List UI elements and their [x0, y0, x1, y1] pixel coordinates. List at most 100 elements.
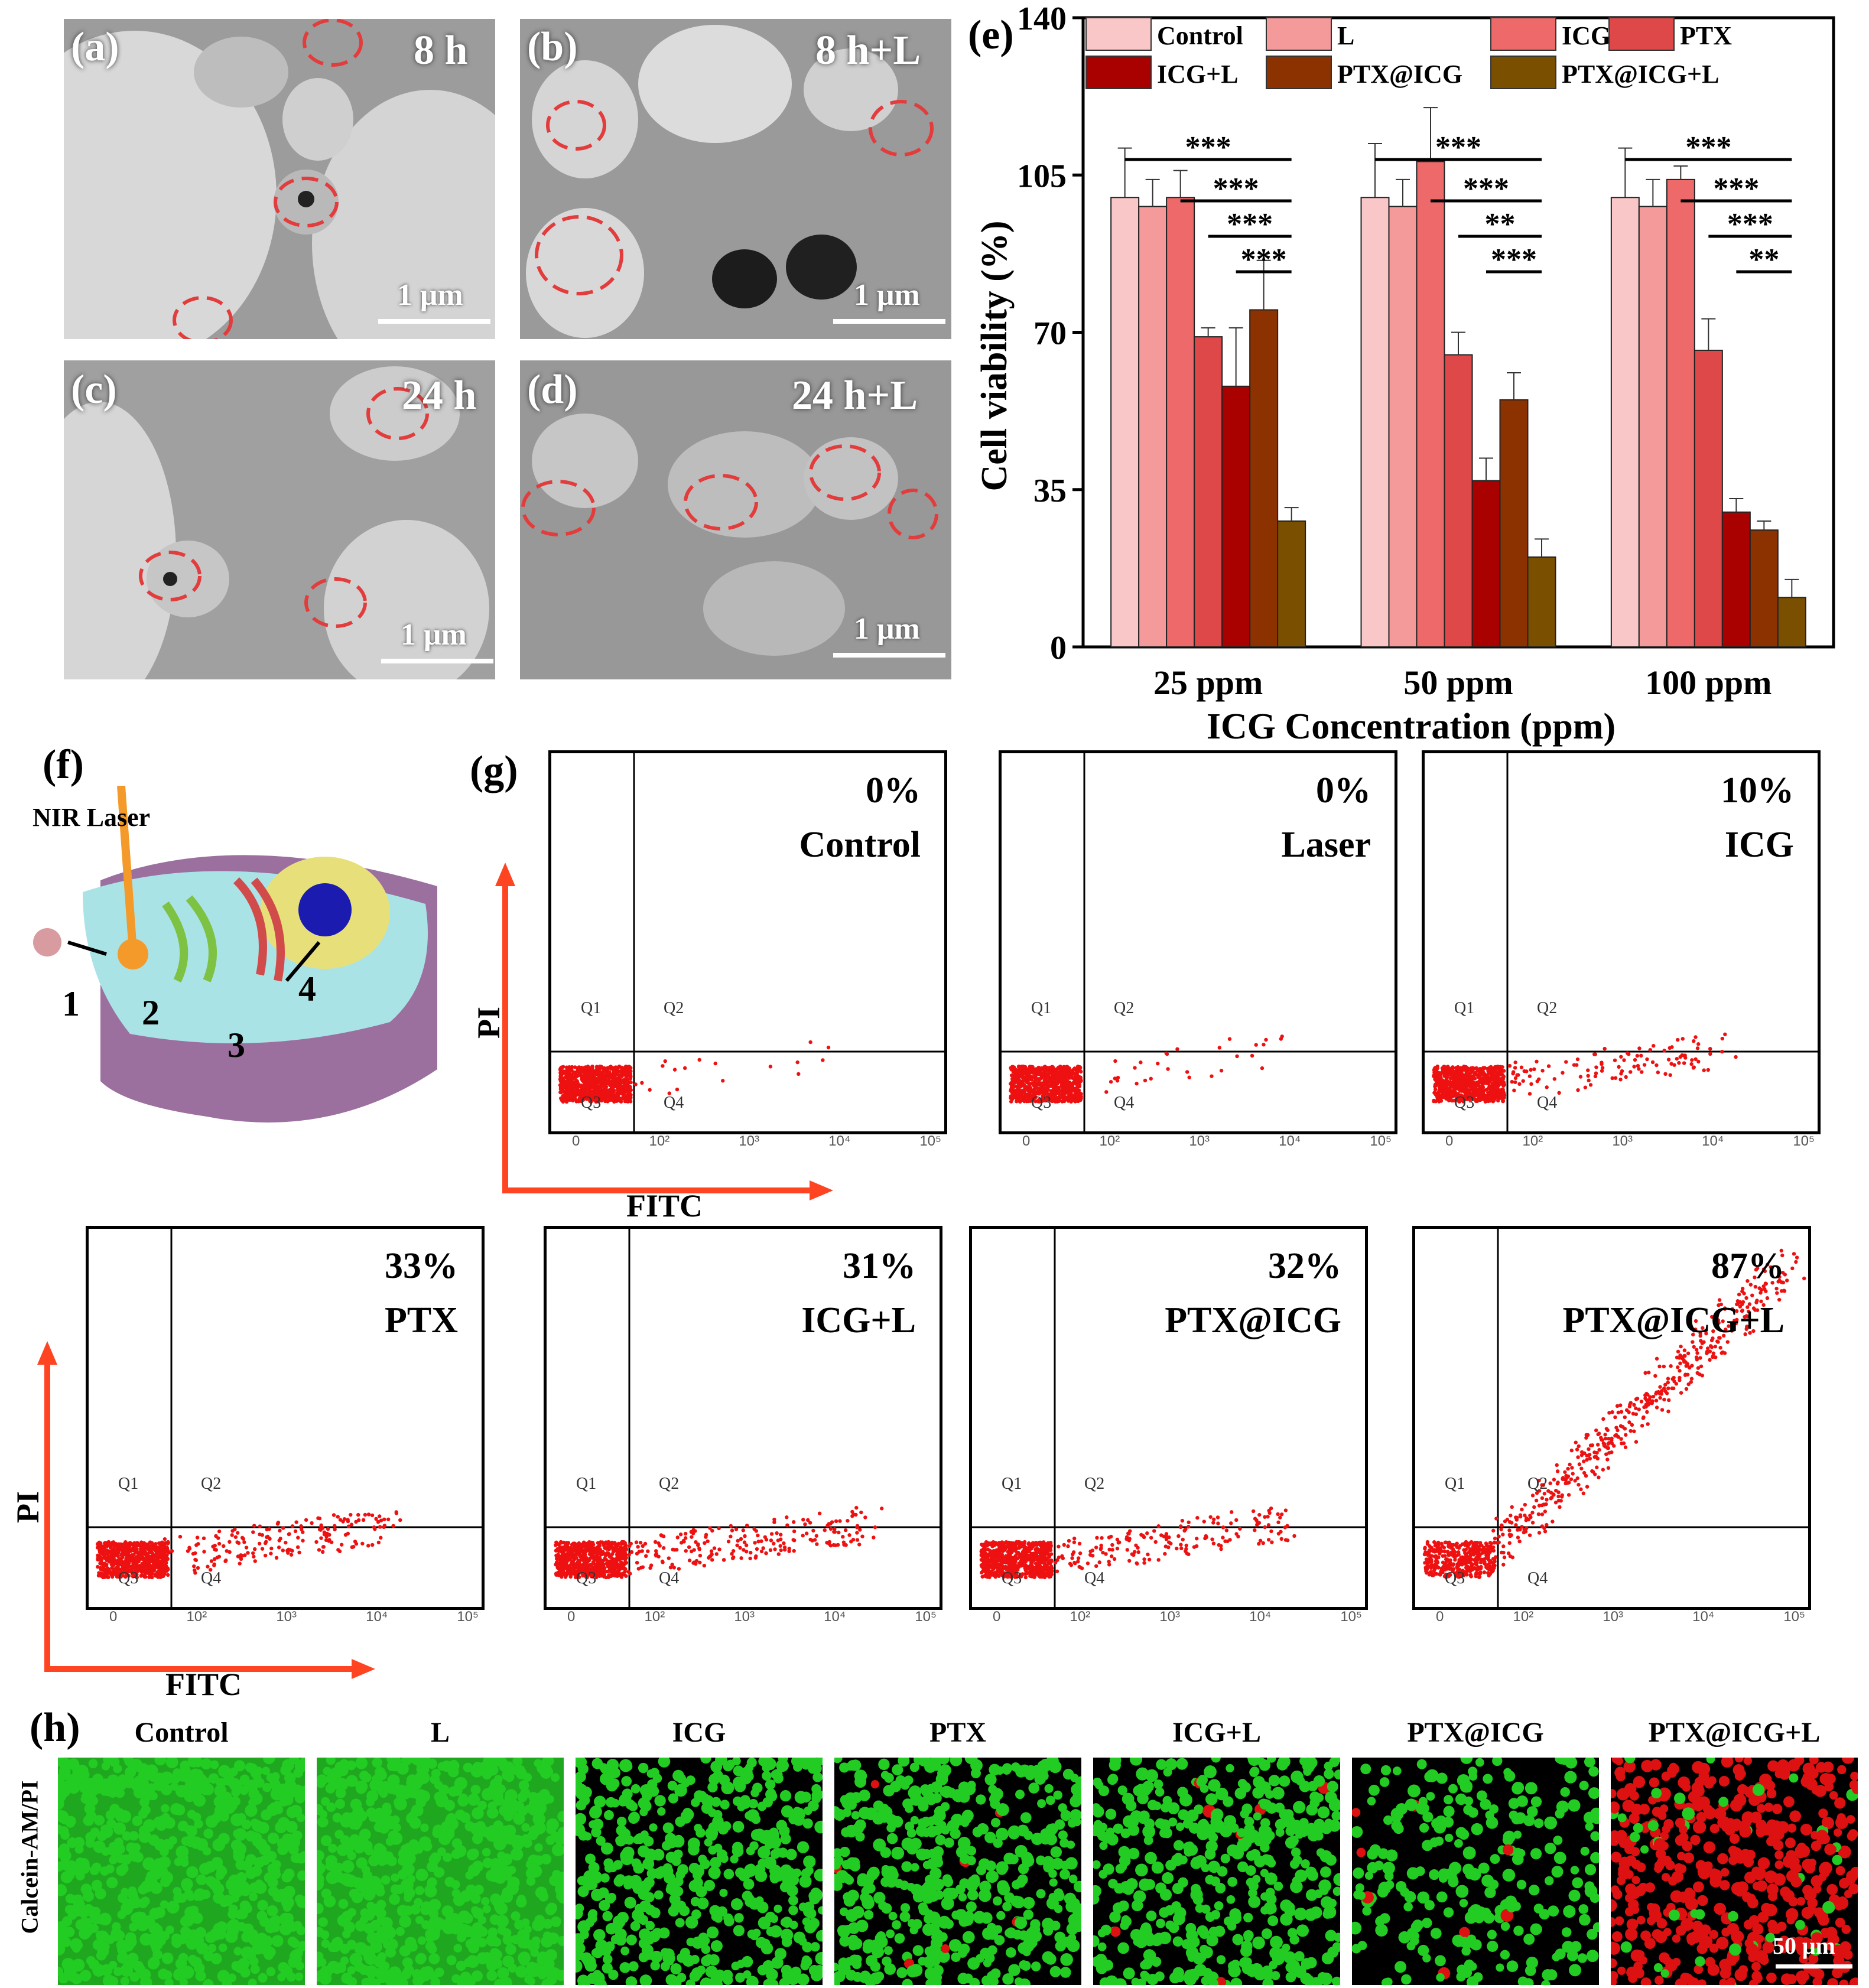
flow-event: [1187, 1075, 1191, 1079]
flow-event: [295, 1545, 300, 1550]
flow-event: [1610, 1076, 1614, 1081]
flow-event: [155, 1560, 159, 1564]
flow-event: [616, 1094, 620, 1098]
tem-texture-d: [520, 360, 951, 679]
flow-event: [691, 1528, 695, 1532]
flow-event: [363, 1512, 368, 1517]
flow-event: [619, 1096, 623, 1101]
flow-event: [730, 1551, 734, 1556]
flow-event: [772, 1517, 776, 1522]
flow-event: [1210, 1537, 1214, 1541]
flow-event: [565, 1547, 570, 1551]
flow-event: [648, 1088, 652, 1092]
flow-event: [238, 1561, 242, 1566]
flow-event: [147, 1569, 151, 1573]
flow-tick-label: 10⁵: [915, 1609, 937, 1625]
significance-label: ***: [1685, 131, 1731, 164]
flow-event: [1486, 1095, 1490, 1100]
flow-event: [576, 1548, 580, 1553]
flow-event: [742, 1540, 747, 1544]
flow-event: [1026, 1081, 1031, 1085]
flow-event: [148, 1575, 153, 1579]
bar-icg-l: [1471, 480, 1501, 648]
flow-event: [1479, 1085, 1483, 1090]
flow-event: [605, 1551, 609, 1555]
flow-event: [677, 1567, 681, 1571]
flow-event: [126, 1555, 131, 1560]
flow-event: [1471, 1086, 1475, 1091]
flow-event: [1637, 1046, 1642, 1050]
flow-event: [849, 1540, 853, 1544]
flow-event: [294, 1520, 298, 1524]
flow-event: [1600, 1069, 1604, 1073]
flow-event: [706, 1539, 710, 1543]
flow-event: [980, 1574, 984, 1579]
flow-event: [233, 1527, 237, 1531]
legend-swatch: [1490, 56, 1556, 89]
flow-event: [593, 1072, 598, 1077]
flow-event: [314, 1540, 318, 1544]
flow-event: [1033, 1080, 1037, 1084]
flow-event: [1163, 1551, 1167, 1556]
flow-event: [729, 1524, 733, 1528]
flow-event: [578, 1567, 583, 1571]
flow-event: [602, 1573, 606, 1577]
flow-event: [606, 1575, 610, 1579]
flow-event: [605, 1080, 610, 1085]
flow-event: [847, 1533, 851, 1537]
flow-event: [1696, 1059, 1701, 1064]
y-tick-label: 140: [1017, 1, 1067, 37]
flow-event: [1029, 1093, 1033, 1098]
flow-event: [1446, 1069, 1450, 1073]
flow-percentage: 33%: [385, 1246, 458, 1286]
flow-event: [596, 1570, 600, 1574]
flow-event: [1477, 1091, 1481, 1096]
flow-x-ticks: 0 10² 10³ 10⁴ 10⁵: [1022, 1133, 1392, 1150]
flow-event: [113, 1541, 118, 1546]
flow-event: [1529, 1082, 1533, 1086]
flow-event: [1451, 1079, 1455, 1084]
flow-event: [600, 1093, 604, 1098]
flow-event: [846, 1518, 850, 1523]
tem-scalebar-b: [833, 319, 945, 324]
flow-event: [1723, 1032, 1727, 1036]
bar-ptx-icg-l: [1777, 597, 1806, 648]
flow-event: [119, 1553, 123, 1557]
flow-event: [1115, 1537, 1120, 1542]
flow-event: [206, 1564, 210, 1569]
flow-event: [192, 1564, 196, 1569]
tem-texture-b: [520, 19, 951, 339]
flow-event: [578, 1099, 583, 1103]
flow-event: [131, 1556, 135, 1560]
flow-event: [795, 1060, 799, 1065]
flow-event: [659, 1533, 664, 1537]
flow-tick-label: 10³: [276, 1609, 297, 1625]
flow-event: [696, 1542, 700, 1547]
flow-event: [148, 1556, 152, 1560]
flow-event: [611, 1547, 616, 1551]
flow-event: [217, 1529, 222, 1534]
flow-event: [1452, 1091, 1456, 1095]
flow-event: [623, 1551, 628, 1555]
flow-event: [1076, 1556, 1081, 1560]
flow-event: [782, 1541, 786, 1546]
flow-event: [1040, 1082, 1045, 1086]
flow-event: [1690, 1058, 1694, 1062]
flow-event: [1617, 1065, 1621, 1069]
flow-event: [227, 1550, 232, 1554]
quadrant-label: Q3: [118, 1569, 138, 1587]
flow-event: [668, 1565, 673, 1570]
flow-event: [625, 1069, 629, 1074]
flow-event: [211, 1544, 215, 1548]
flow-event: [1079, 1095, 1083, 1099]
flow-event: [1023, 1095, 1028, 1099]
flow-event: [1048, 1078, 1052, 1082]
y-axis-label: Cell viability (%): [974, 220, 1015, 491]
flow-event: [735, 1543, 739, 1547]
flow-event: [1071, 1071, 1075, 1075]
flow-event: [1433, 1091, 1437, 1095]
flow-event: [617, 1558, 622, 1562]
flow-event: [138, 1549, 143, 1554]
flow-event: [394, 1511, 399, 1515]
flow-event: [614, 1564, 618, 1568]
